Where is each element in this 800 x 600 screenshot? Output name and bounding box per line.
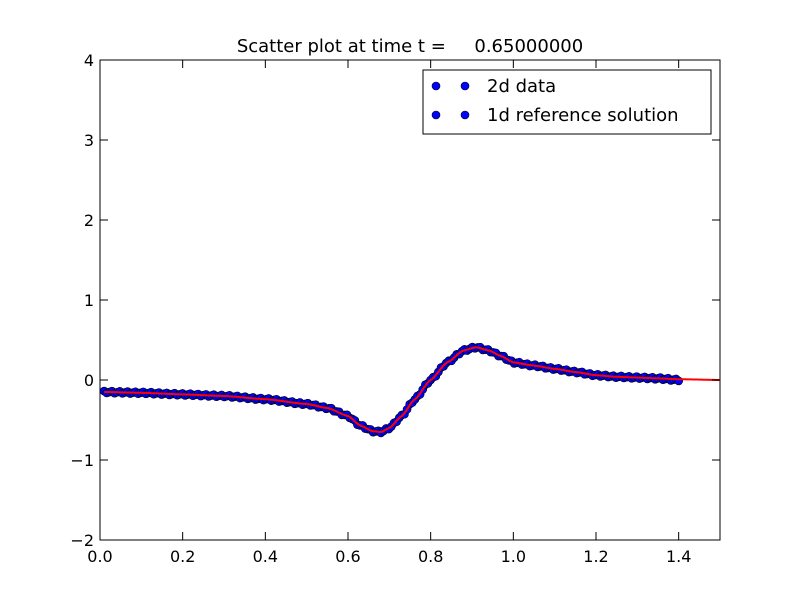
legend: 2d data 1d reference solution <box>422 69 712 135</box>
x-tick-label: 0.0 <box>87 547 112 566</box>
data-layer <box>100 342 720 438</box>
legend-box <box>422 69 712 135</box>
legend-reference-marker-left <box>431 110 441 120</box>
x-tick-label: 1.0 <box>501 547 526 566</box>
reference-solution-line <box>104 346 720 433</box>
y-tick-label: −2 <box>70 531 94 550</box>
y-tick-label: −1 <box>70 451 94 470</box>
y-axis: −2 −1 0 1 2 3 4 <box>70 51 720 550</box>
y-tick-label: 3 <box>84 131 94 150</box>
legend-2d-data-label: 2d data <box>487 76 556 97</box>
y-tick-label: 0 <box>84 371 94 390</box>
legend-2d-data-marker-left <box>431 81 441 91</box>
x-tick-label: 1.4 <box>666 547 691 566</box>
y-tick-label: 1 <box>84 291 94 310</box>
x-tick-label: 0.4 <box>253 547 278 566</box>
legend-reference-marker-right <box>460 110 470 120</box>
legend-2d-data-marker-right <box>460 81 470 91</box>
x-axis: 0.0 0.2 0.4 0.6 0.8 1.0 1.2 1.4 <box>87 60 691 566</box>
x-tick-label: 1.2 <box>583 547 608 566</box>
x-tick-label: 0.2 <box>170 547 195 566</box>
plot-area: 0.0 0.2 0.4 0.6 0.8 1.0 1.2 1.4 −2 −1 0 1 2 3 4 <box>70 51 721 566</box>
chart-title: Scatter plot at time t = 0.65000000 <box>237 36 583 57</box>
y-tick-label: 2 <box>84 211 94 230</box>
legend-reference-label: 1d reference solution <box>487 105 679 126</box>
x-tick-label: 0.6 <box>335 547 360 566</box>
x-tick-label: 0.8 <box>418 547 443 566</box>
y-tick-label: 4 <box>84 51 94 70</box>
